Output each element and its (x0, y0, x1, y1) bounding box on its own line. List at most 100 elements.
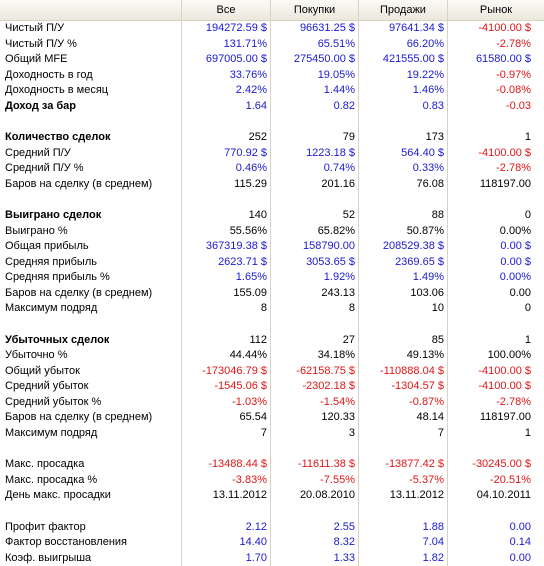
value-buys: 0.74% (270, 161, 358, 177)
value-buys: 19.05% (270, 68, 358, 84)
value-all: 44.44% (181, 348, 270, 364)
value-all: 697005.00 $ (181, 52, 270, 68)
value-sells: 7 (358, 426, 447, 442)
value-buys: 52 (270, 208, 358, 224)
value-market: 0.00 $ (447, 239, 544, 255)
row-label: Средний убыток (0, 379, 181, 395)
row-label: Профит фактор (0, 520, 181, 536)
value-buys: 243.13 (270, 286, 358, 302)
table-row[interactable]: Макс. просадка-13488.44 $-11611.38 $-138… (0, 457, 544, 473)
row-label: Чистый П/У (0, 21, 181, 37)
row-label: Средний убыток % (0, 395, 181, 411)
row-label: Средний П/У (0, 146, 181, 162)
value-market: 0 (447, 301, 544, 317)
row-label: Макс. просадка (0, 457, 181, 473)
value-all: -13488.44 $ (181, 457, 270, 473)
value-market: 118197.00 (447, 410, 544, 426)
value-buys: -7.55% (270, 473, 358, 489)
row-spacer (0, 504, 544, 520)
row-label: Коэф. выигрыша (0, 551, 181, 566)
column-divider (447, 21, 448, 566)
value-sells: 2369.65 $ (358, 255, 447, 271)
value-market: -2.78% (447, 161, 544, 177)
value-market: 0.00% (447, 270, 544, 286)
value-buys: 65.51% (270, 37, 358, 53)
table-row[interactable]: Выиграно %55.56%65.82%50.87%0.00% (0, 224, 544, 240)
value-all: 55.56% (181, 224, 270, 240)
value-buys: 27 (270, 333, 358, 349)
table-row[interactable]: Средний П/У %0.46%0.74%0.33%-2.78% (0, 161, 544, 177)
table-row[interactable]: Средний убыток-1545.06 $-2302.18 $-1304.… (0, 379, 544, 395)
value-sells: 76.08 (358, 177, 447, 193)
value-sells: 0.33% (358, 161, 447, 177)
row-label: Общая прибыль (0, 239, 181, 255)
row-label: Баров на сделку (в среднем) (0, 177, 181, 193)
value-sells: 564.40 $ (358, 146, 447, 162)
column-header-sells[interactable]: Продажи (358, 0, 447, 20)
table-row[interactable]: Чистый П/У %131.71%65.51%66.20%-2.78% (0, 37, 544, 53)
value-all: 131.71% (181, 37, 270, 53)
value-market: -4100.00 $ (447, 146, 544, 162)
row-label: Выиграно сделок (0, 208, 181, 224)
value-buys: -62158.75 $ (270, 364, 358, 380)
value-all: 2.12 (181, 520, 270, 536)
value-sells: 10 (358, 301, 447, 317)
value-all: -173046.79 $ (181, 364, 270, 380)
value-sells: -13877.42 $ (358, 457, 447, 473)
row-label: Доходность в год (0, 68, 181, 84)
value-buys: 0.82 (270, 99, 358, 115)
row-label: Средний П/У % (0, 161, 181, 177)
row-label: День макс. просадки (0, 488, 181, 504)
value-sells: 1.88 (358, 520, 447, 536)
value-all: 770.92 $ (181, 146, 270, 162)
value-sells: -5.37% (358, 473, 447, 489)
row-label: Общий MFE (0, 52, 181, 68)
value-sells: 88 (358, 208, 447, 224)
value-sells: 1.82 (358, 551, 447, 566)
table-row[interactable]: Макс. просадка %-3.83%-7.55%-5.37%-20.51… (0, 473, 544, 489)
column-header-row: Все Покупки Продажи Рынок (0, 0, 544, 21)
table-row[interactable]: Убыточно %44.44%34.18%49.13%100.00% (0, 348, 544, 364)
table-row[interactable]: Общий убыток-173046.79 $-62158.75 $-1108… (0, 364, 544, 380)
row-label: Макс. просадка % (0, 473, 181, 489)
value-sells: 50.87% (358, 224, 447, 240)
value-buys: 34.18% (270, 348, 358, 364)
column-header-all[interactable]: Все (181, 0, 270, 20)
value-market: 0.14 (447, 535, 544, 551)
value-all: 8 (181, 301, 270, 317)
row-label: Доход за бар (0, 99, 181, 115)
column-header-buys[interactable]: Покупки (270, 0, 358, 20)
column-divider (358, 21, 359, 566)
column-header-market[interactable]: Рынок (447, 0, 544, 20)
table-row[interactable]: Средняя прибыль %1.65%1.92%1.49%0.00% (0, 270, 544, 286)
value-sells: 208529.38 $ (358, 239, 447, 255)
value-all: 33.76% (181, 68, 270, 84)
value-buys: 275450.00 $ (270, 52, 358, 68)
value-market: 1 (447, 426, 544, 442)
value-market: -0.08% (447, 83, 544, 99)
table-row[interactable]: Средний убыток %-1.03%-1.54%-0.87%-2.78% (0, 395, 544, 411)
value-market: -0.97% (447, 68, 544, 84)
